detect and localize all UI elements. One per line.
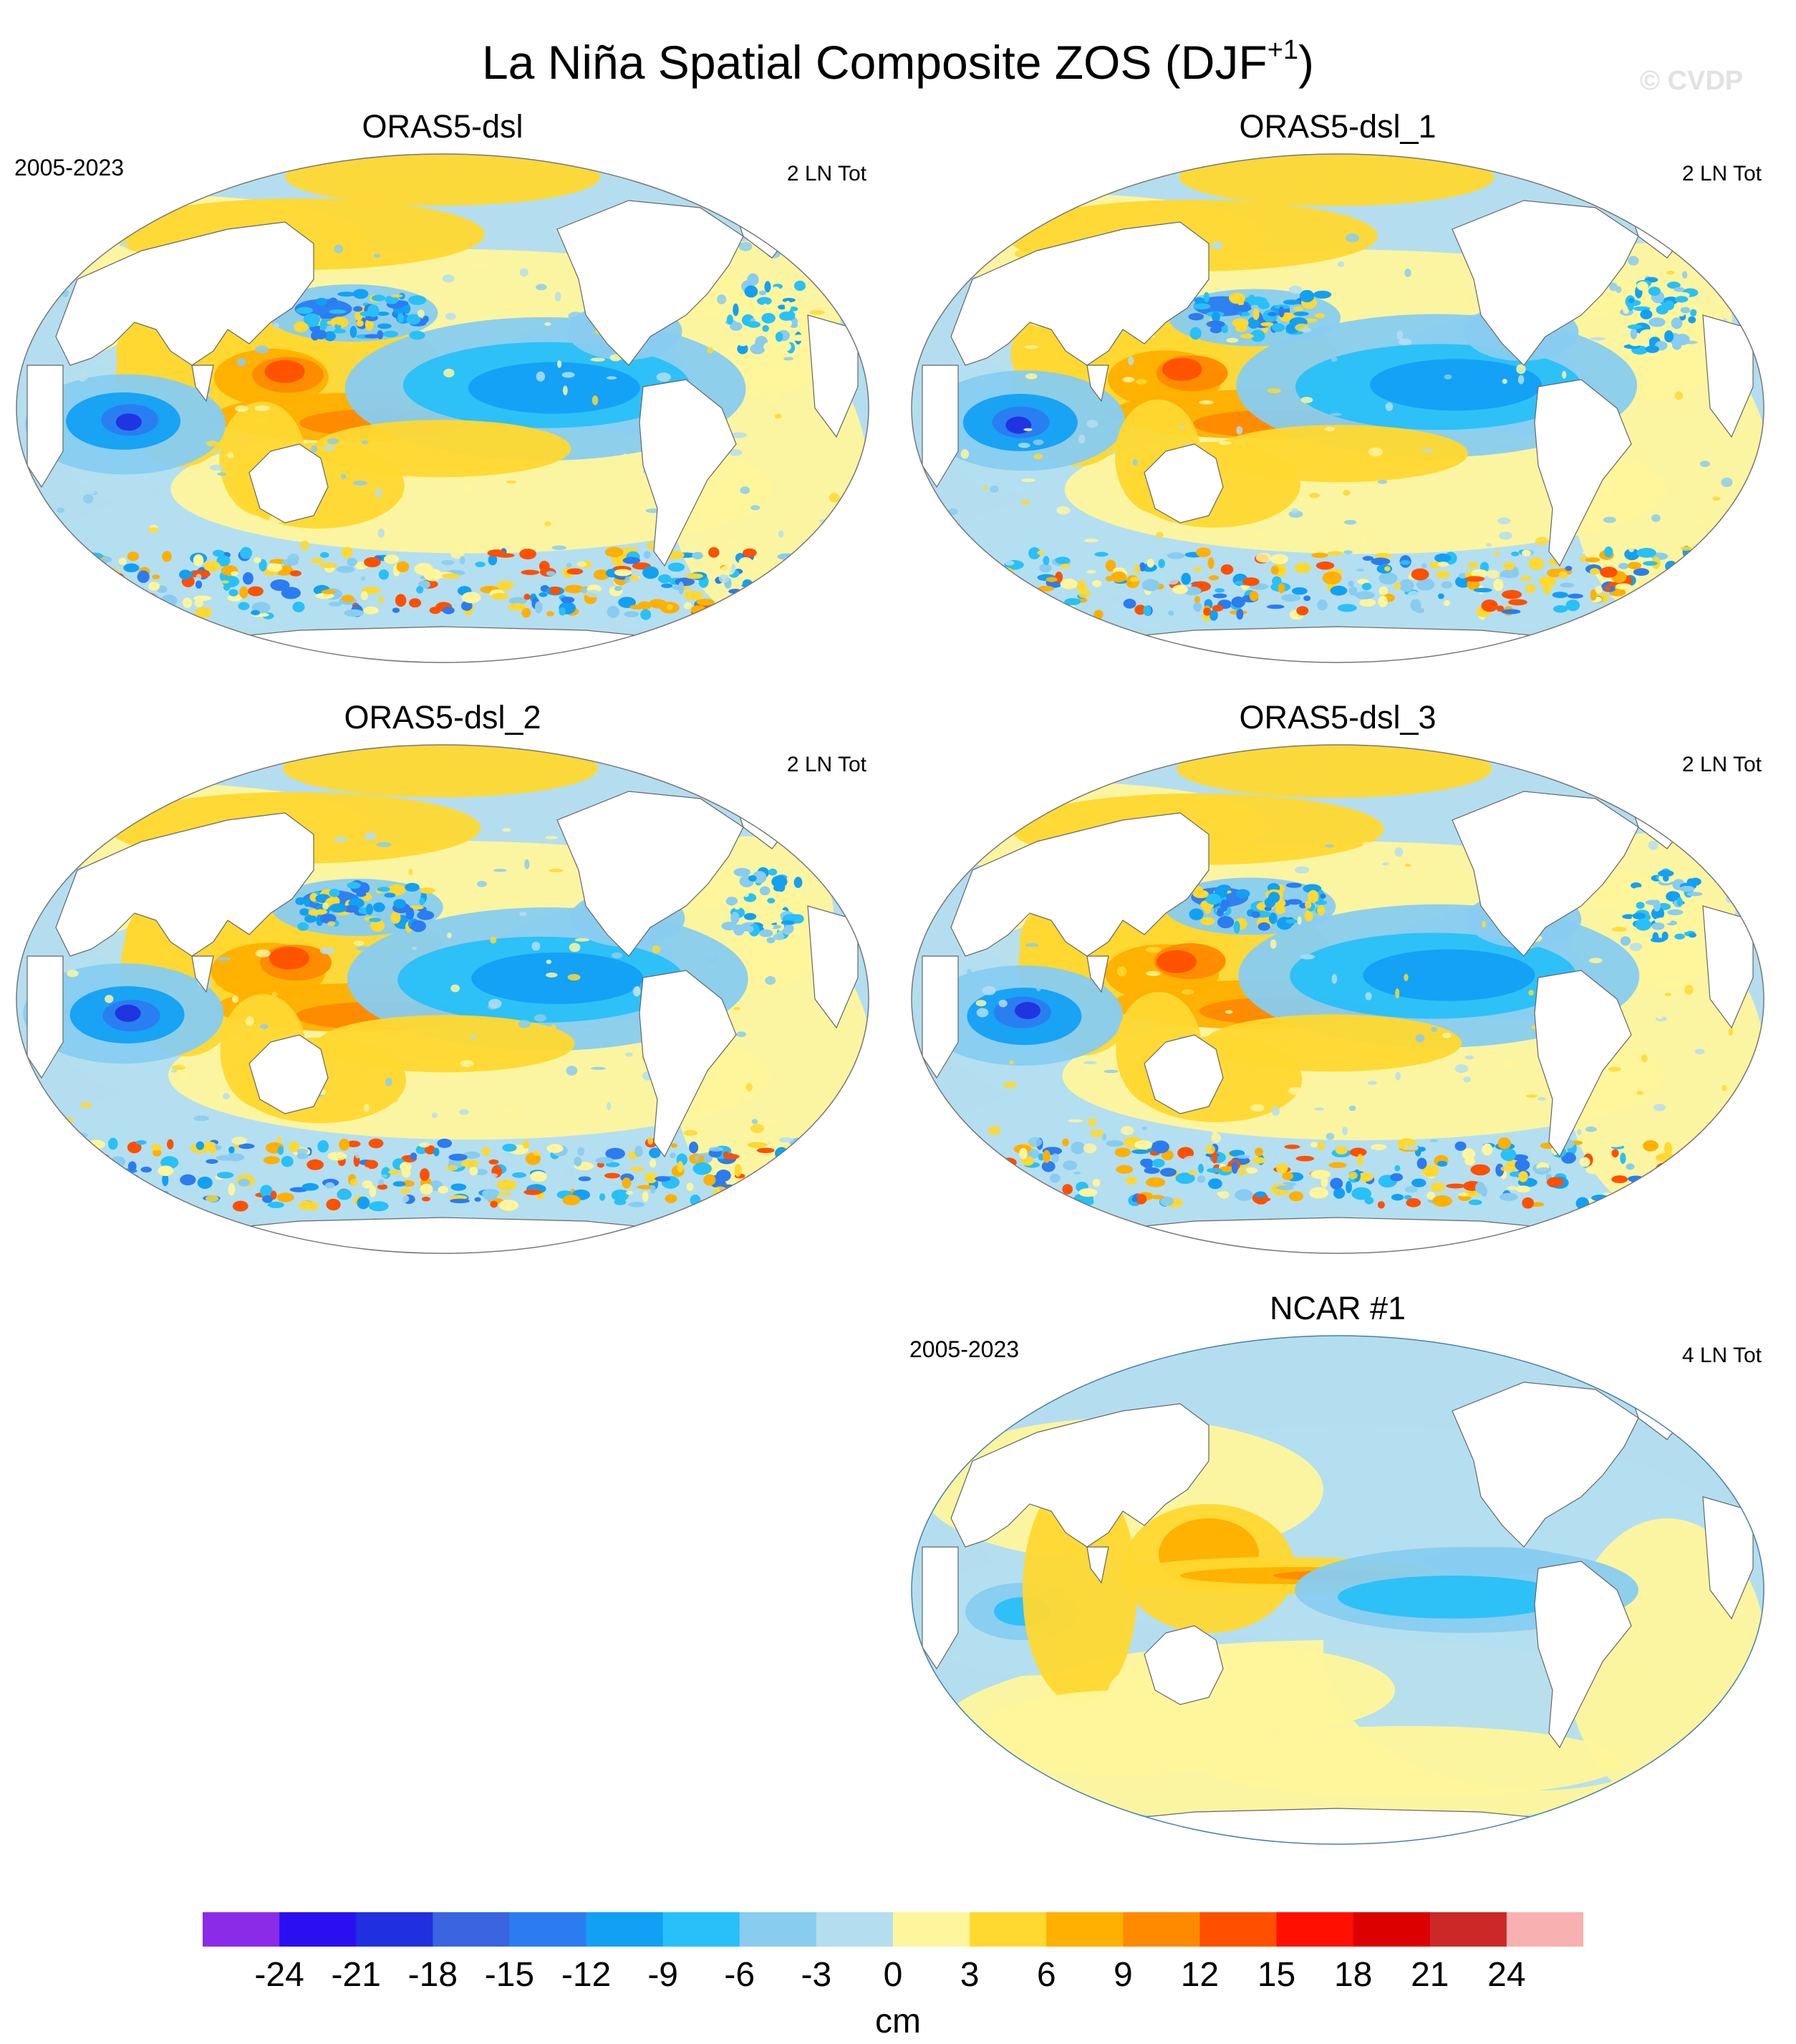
colorbar-swatch: [970, 1912, 1047, 1947]
panel-count: 2 LN Tot: [786, 753, 866, 776]
colorbar-swatch: [1046, 1912, 1124, 1947]
sea-level-field: [912, 1336, 1764, 1844]
colorbar-swatch: [1429, 1912, 1507, 1947]
map-panel-oras5-dsl: ORAS5-dsl 2005-2023 2 LN Tot: [6, 107, 879, 666]
colorbar-swatch: [1199, 1912, 1278, 1947]
colorbar-swatch: [203, 1912, 280, 1947]
colorbar-tick-label: -12: [561, 1956, 612, 1994]
colorbar-tick-label: 21: [1411, 1956, 1449, 1994]
colorbar-tick-labels: -24 -21 -18 -15 -12 -9 -6 -3 0 3 6 9 12 15 18 21 24: [0, 1955, 1796, 1998]
colorbar-swatch: [356, 1912, 433, 1947]
colorbar-swatch: [662, 1912, 740, 1947]
panel-title: ORAS5-dsl_1: [1239, 108, 1437, 145]
colorbar-swatch: [1123, 1912, 1200, 1947]
panel-title: ORAS5-dsl_3: [1239, 699, 1437, 736]
panel-period: 2005-2023: [909, 1336, 1020, 1362]
colorbar-swatch: [433, 1912, 510, 1947]
colorbar-tick-label: 15: [1257, 1956, 1296, 1994]
map-panel-oras5-dsl-3: ORAS5-dsl_3 2 LN Tot: [901, 698, 1775, 1257]
figure-title: La Niña Spatial Composite ZOS (DJF+1): [481, 35, 1315, 89]
panel-title: NCAR #1: [1269, 1290, 1406, 1326]
colorbar-swatch: [739, 1912, 817, 1947]
world-map: [911, 744, 1764, 1254]
colorbar-tick-label: -15: [484, 1956, 535, 1994]
sea-level-field: [912, 745, 1764, 1253]
sea-level-field: [16, 745, 869, 1253]
panel-count: 2 LN Tot: [786, 162, 866, 185]
colorbar-tick-label: 3: [960, 1956, 980, 1994]
panel-count: 2 LN Tot: [1681, 162, 1762, 185]
colorbar-tick-label: -18: [407, 1956, 458, 1994]
watermark: © CVDP: [1640, 66, 1744, 96]
map-panel-oras5-dsl-2: ORAS5-dsl_2 2 LN Tot: [6, 698, 879, 1257]
colorbar-swatch: [816, 1912, 894, 1947]
colorbar-tick-label: 0: [883, 1956, 903, 1994]
colorbar-swatch: [1276, 1912, 1354, 1947]
world-map: [16, 744, 869, 1254]
colorbar-swatch: [1353, 1912, 1431, 1947]
map-panel-ncar-1: NCAR #1 2005-2023 4 LN Tot: [901, 1289, 1775, 1848]
colorbar-tick-label: 6: [1036, 1956, 1056, 1994]
panel-count: 2 LN Tot: [1681, 753, 1762, 776]
colorbar-tick-label: -9: [647, 1956, 678, 1994]
colorbar-tick-label: -6: [724, 1956, 755, 1994]
colorbar-swatch: [509, 1912, 587, 1947]
colorbar-swatch: [1506, 1912, 1583, 1947]
panel-period: 2005-2023: [14, 155, 125, 180]
panel-title: ORAS5-dsl: [362, 108, 523, 145]
colorbar: [203, 1912, 1583, 1947]
colorbar-tick-label: 12: [1180, 1956, 1220, 1994]
panel-title: ORAS5-dsl_2: [344, 699, 541, 736]
panel-count: 4 LN Tot: [1681, 1344, 1762, 1367]
colorbar-swatch: [586, 1912, 664, 1947]
map-panel-oras5-dsl-1: ORAS5-dsl_1 2 LN Tot: [901, 107, 1775, 666]
colorbar-tick-label: 24: [1487, 1956, 1526, 1994]
colorbar-tick-label: 9: [1113, 1956, 1133, 1994]
world-map: [911, 1335, 1764, 1845]
colorbar-unit: cm: [875, 2002, 921, 2040]
world-map: [911, 153, 1764, 663]
colorbar-tick-label: 18: [1333, 1956, 1373, 1994]
colorbar-tick-label: -3: [801, 1956, 832, 1994]
colorbar-swatch: [279, 1912, 357, 1947]
colorbar-swatch: [893, 1912, 970, 1947]
colorbar-tick-label: -21: [331, 1956, 381, 1994]
world-map: [16, 153, 869, 663]
colorbar-tick-label: -24: [254, 1956, 304, 1994]
